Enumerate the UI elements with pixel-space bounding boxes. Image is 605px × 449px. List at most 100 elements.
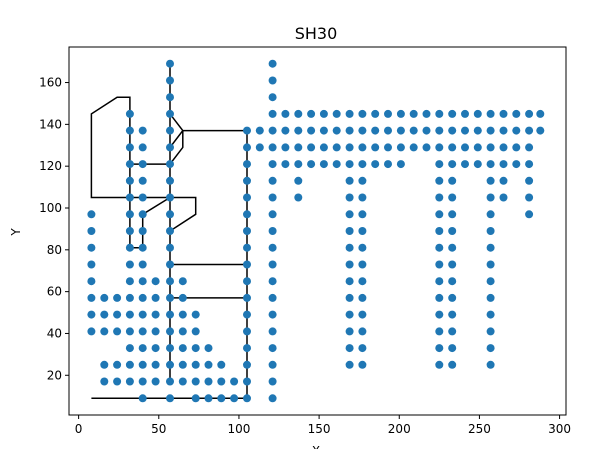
y-tick-label: 120 <box>39 159 62 173</box>
route-point <box>151 327 160 336</box>
route-point <box>448 176 457 185</box>
route-point <box>281 160 290 169</box>
route-point <box>125 293 134 302</box>
route-point <box>499 126 508 135</box>
x-tick-label: 100 <box>227 422 250 436</box>
route-point <box>486 260 495 269</box>
route-point <box>166 193 174 202</box>
route-point <box>100 310 109 319</box>
route-point <box>461 109 469 118</box>
route-point <box>358 176 367 185</box>
route-point <box>138 243 147 252</box>
route-point <box>166 394 174 403</box>
route-point <box>268 210 277 219</box>
route-point <box>396 143 405 152</box>
route-point <box>486 227 495 235</box>
route-point <box>138 293 147 302</box>
route-point <box>294 176 303 185</box>
route-point <box>166 59 174 68</box>
route-point <box>243 344 251 353</box>
route-point <box>358 260 367 269</box>
route-point <box>486 210 495 219</box>
route-point <box>243 193 251 202</box>
route-point <box>448 143 457 152</box>
route-point <box>178 377 187 386</box>
route-point <box>319 160 328 169</box>
route-point <box>166 76 174 85</box>
route-point <box>307 160 316 169</box>
chart-title: SH30 <box>295 24 338 43</box>
route-point <box>396 160 405 169</box>
route-point <box>422 126 431 135</box>
route-point <box>486 277 495 286</box>
route-point <box>268 327 277 336</box>
route-point <box>345 176 354 185</box>
route-point <box>166 227 174 235</box>
route-point <box>87 327 96 336</box>
route-point <box>435 344 444 353</box>
route-point <box>151 377 160 386</box>
route-point <box>371 126 380 135</box>
route-point <box>166 344 174 353</box>
route-point <box>294 109 303 118</box>
route-point <box>87 210 96 219</box>
y-tick-label: 160 <box>39 76 62 90</box>
route-point <box>435 109 444 118</box>
route-point <box>448 260 457 269</box>
route-point <box>435 143 444 152</box>
route-point <box>486 160 495 169</box>
route-point <box>138 227 147 235</box>
route-point <box>268 126 277 135</box>
route-point <box>255 143 264 152</box>
route-point <box>268 344 277 353</box>
route-point <box>281 126 290 135</box>
route-point <box>125 126 134 135</box>
route-point <box>191 394 200 403</box>
route-point <box>125 109 134 118</box>
route-point <box>138 126 147 135</box>
route-point <box>512 109 521 118</box>
route-point <box>294 143 303 152</box>
route-point <box>358 327 367 336</box>
route-point <box>87 243 96 252</box>
route-point <box>307 126 316 135</box>
route-point <box>113 360 122 369</box>
route-point <box>166 160 174 169</box>
route-point <box>525 109 534 118</box>
route-point <box>243 176 251 185</box>
route-point <box>125 360 134 369</box>
route-point <box>448 193 457 202</box>
route-point <box>486 243 495 252</box>
route-point <box>178 310 187 319</box>
route-point <box>138 377 147 386</box>
route-point <box>87 310 96 319</box>
route-point <box>294 193 303 202</box>
route-point <box>125 193 134 202</box>
route-point <box>358 360 367 369</box>
route-point <box>536 109 545 118</box>
route-point <box>204 377 213 386</box>
route-point <box>87 293 96 302</box>
route-point <box>448 227 457 235</box>
route-point <box>486 193 495 202</box>
route-point <box>345 160 354 169</box>
route-point <box>307 109 316 118</box>
route-point <box>125 243 134 252</box>
route-point <box>409 126 418 135</box>
route-point <box>473 126 482 135</box>
x-tick-label: 50 <box>151 422 166 436</box>
route-point <box>319 109 328 118</box>
route-point <box>448 310 457 319</box>
route-point <box>230 394 239 403</box>
route-point <box>499 160 508 169</box>
route-point <box>166 360 174 369</box>
route-point <box>151 360 160 369</box>
route-point <box>87 277 96 286</box>
route-point <box>166 143 174 152</box>
x-ticks: 0 50 100 150 200 250 300 <box>75 415 571 436</box>
route-point <box>384 160 392 169</box>
route-point <box>217 360 226 369</box>
route-point <box>281 143 290 152</box>
route-point <box>125 344 134 353</box>
x-tick-label: 300 <box>548 422 571 436</box>
